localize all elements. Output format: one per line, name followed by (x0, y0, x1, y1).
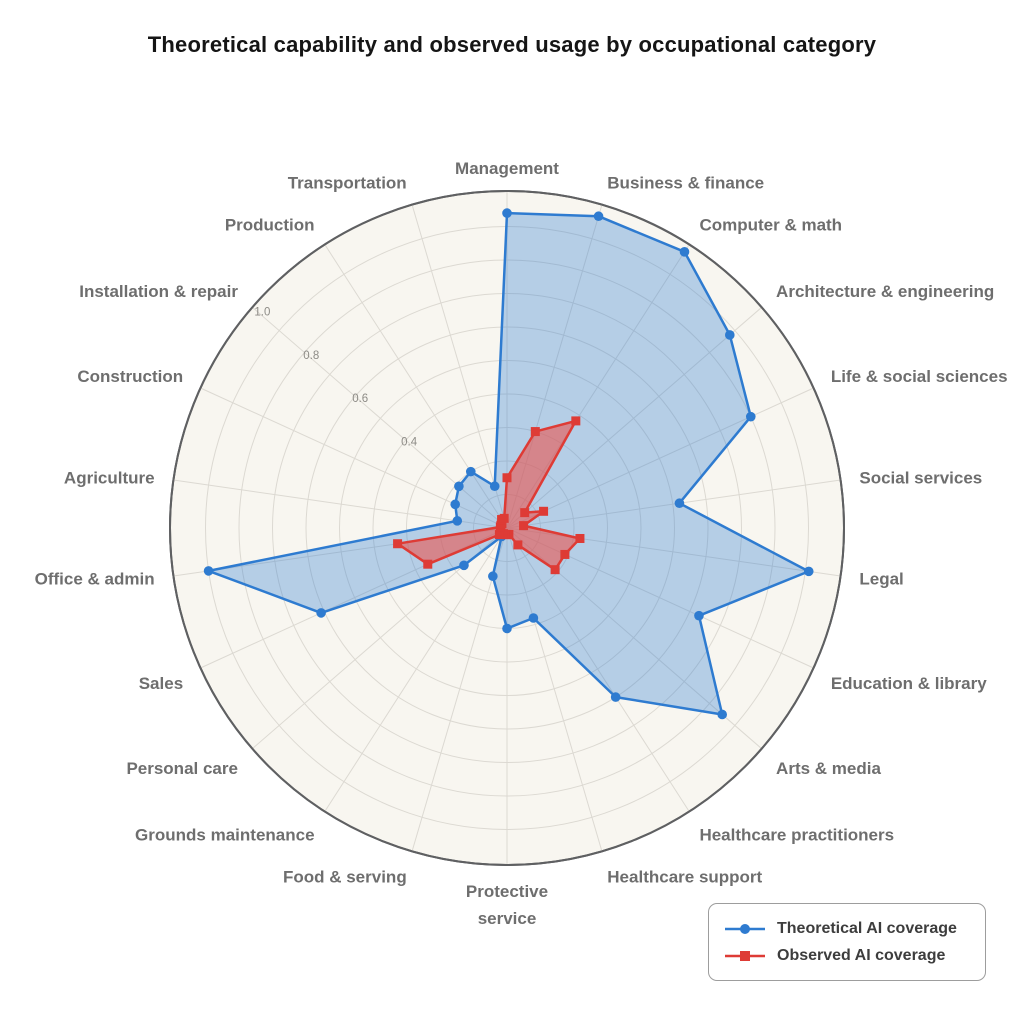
category-label: Sales (139, 674, 183, 693)
category-label: Food & serving (283, 868, 407, 887)
spoke-line (411, 527, 508, 852)
theoretical-data-point (450, 499, 460, 510)
observed-data-point (423, 559, 433, 569)
spoke-line (506, 479, 841, 529)
theoretical-data-point (694, 610, 704, 621)
theoretical-data-point (488, 571, 498, 582)
observed-data-point (502, 473, 512, 483)
theoretical-data-point (717, 709, 727, 720)
observed-data-point (520, 508, 530, 518)
legend-item-theoretical: Theoretical AI coverage (723, 915, 971, 942)
spoke-line (506, 306, 763, 529)
category-label: Production (225, 216, 315, 235)
observed-data-point (550, 565, 560, 575)
radial-tick-label: 0.6 (352, 393, 368, 405)
legend: Theoretical AI coverage Observed AI cove… (708, 903, 986, 981)
theoretical-data-point (502, 623, 512, 634)
category-label: Computer & math (699, 216, 842, 235)
category-label: Office & admin (35, 570, 155, 589)
category-label: Architecture & engineering (776, 282, 994, 301)
radial-tick-label: 0.8 (303, 350, 319, 362)
theoretical-data-point (724, 330, 735, 340)
legend-label-observed: Observed AI coverage (777, 946, 946, 964)
theoretical-data-point (465, 466, 476, 477)
category-label: Healthcare practitioners (699, 825, 894, 844)
category-label: Arts & media (776, 759, 881, 778)
observed-data-point (575, 533, 585, 543)
category-label: Transportation (288, 173, 407, 192)
observed-data-point (560, 549, 570, 559)
observed-data-point (530, 427, 540, 437)
observed-data-point (494, 530, 504, 540)
category-label: Management (455, 159, 559, 178)
category-label: Life & social sciences (831, 367, 1008, 386)
theoretical-data-point (593, 211, 604, 222)
theoretical-data-point (203, 566, 214, 576)
observed-legend-swatch (725, 950, 765, 961)
spoke-line (506, 387, 814, 529)
category-label: Grounds maintenance (135, 825, 314, 844)
spoke-line (173, 479, 508, 529)
theoretical-data-point (803, 566, 814, 577)
category-label: Social services (859, 468, 982, 487)
legend-label-theoretical: Theoretical AI coverage (777, 919, 957, 937)
observed-data-point (393, 539, 403, 549)
legend-circle-marker-icon (740, 923, 750, 934)
category-label: Agriculture (64, 468, 155, 487)
theoretical-data-point (459, 560, 469, 571)
theoretical-data-point (674, 498, 685, 509)
category-label: Business & finance (607, 173, 764, 192)
spoke-line (324, 527, 508, 812)
spoke-line (324, 244, 508, 529)
spoke-line (251, 306, 508, 529)
category-label: Installation & repair (79, 282, 238, 301)
observed-data-point (513, 540, 523, 550)
legend-item-observed: Observed AI coverage (723, 942, 971, 969)
legend-square-marker-icon (740, 950, 750, 961)
category-label: Legal (859, 570, 903, 589)
radial-tick-label: 1.0 (254, 307, 270, 319)
theoretical-data-point (489, 481, 500, 492)
category-label: Protective service (466, 882, 548, 928)
spoke-line (506, 527, 603, 852)
observed-data-point (539, 506, 549, 516)
category-label: Healthcare support (607, 868, 762, 887)
theoretical-data-point (454, 481, 464, 492)
observed-data-point (571, 416, 581, 426)
outer-ring (169, 190, 845, 866)
category-label: Construction (77, 367, 183, 386)
observed-data-point (499, 513, 509, 523)
spoke-line (506, 527, 690, 812)
observed-data-point (519, 521, 529, 531)
theoretical-data-point (502, 208, 512, 218)
theoretical-data-point (745, 411, 756, 422)
chart-title: Theoretical capability and observed usag… (147, 32, 877, 57)
theoretical-data-point (316, 608, 326, 618)
theoretical-data-point (610, 692, 621, 702)
spoke-line (411, 204, 508, 529)
theoretical-data-point (679, 247, 690, 257)
theoretical-legend-swatch (725, 923, 765, 934)
theoretical-data-point (528, 613, 539, 623)
category-label: Education & library (831, 674, 987, 693)
category-label: Personal care (126, 759, 238, 778)
radial-tick-label: 0.4 (401, 436, 418, 448)
theoretical-data-point (452, 516, 463, 526)
